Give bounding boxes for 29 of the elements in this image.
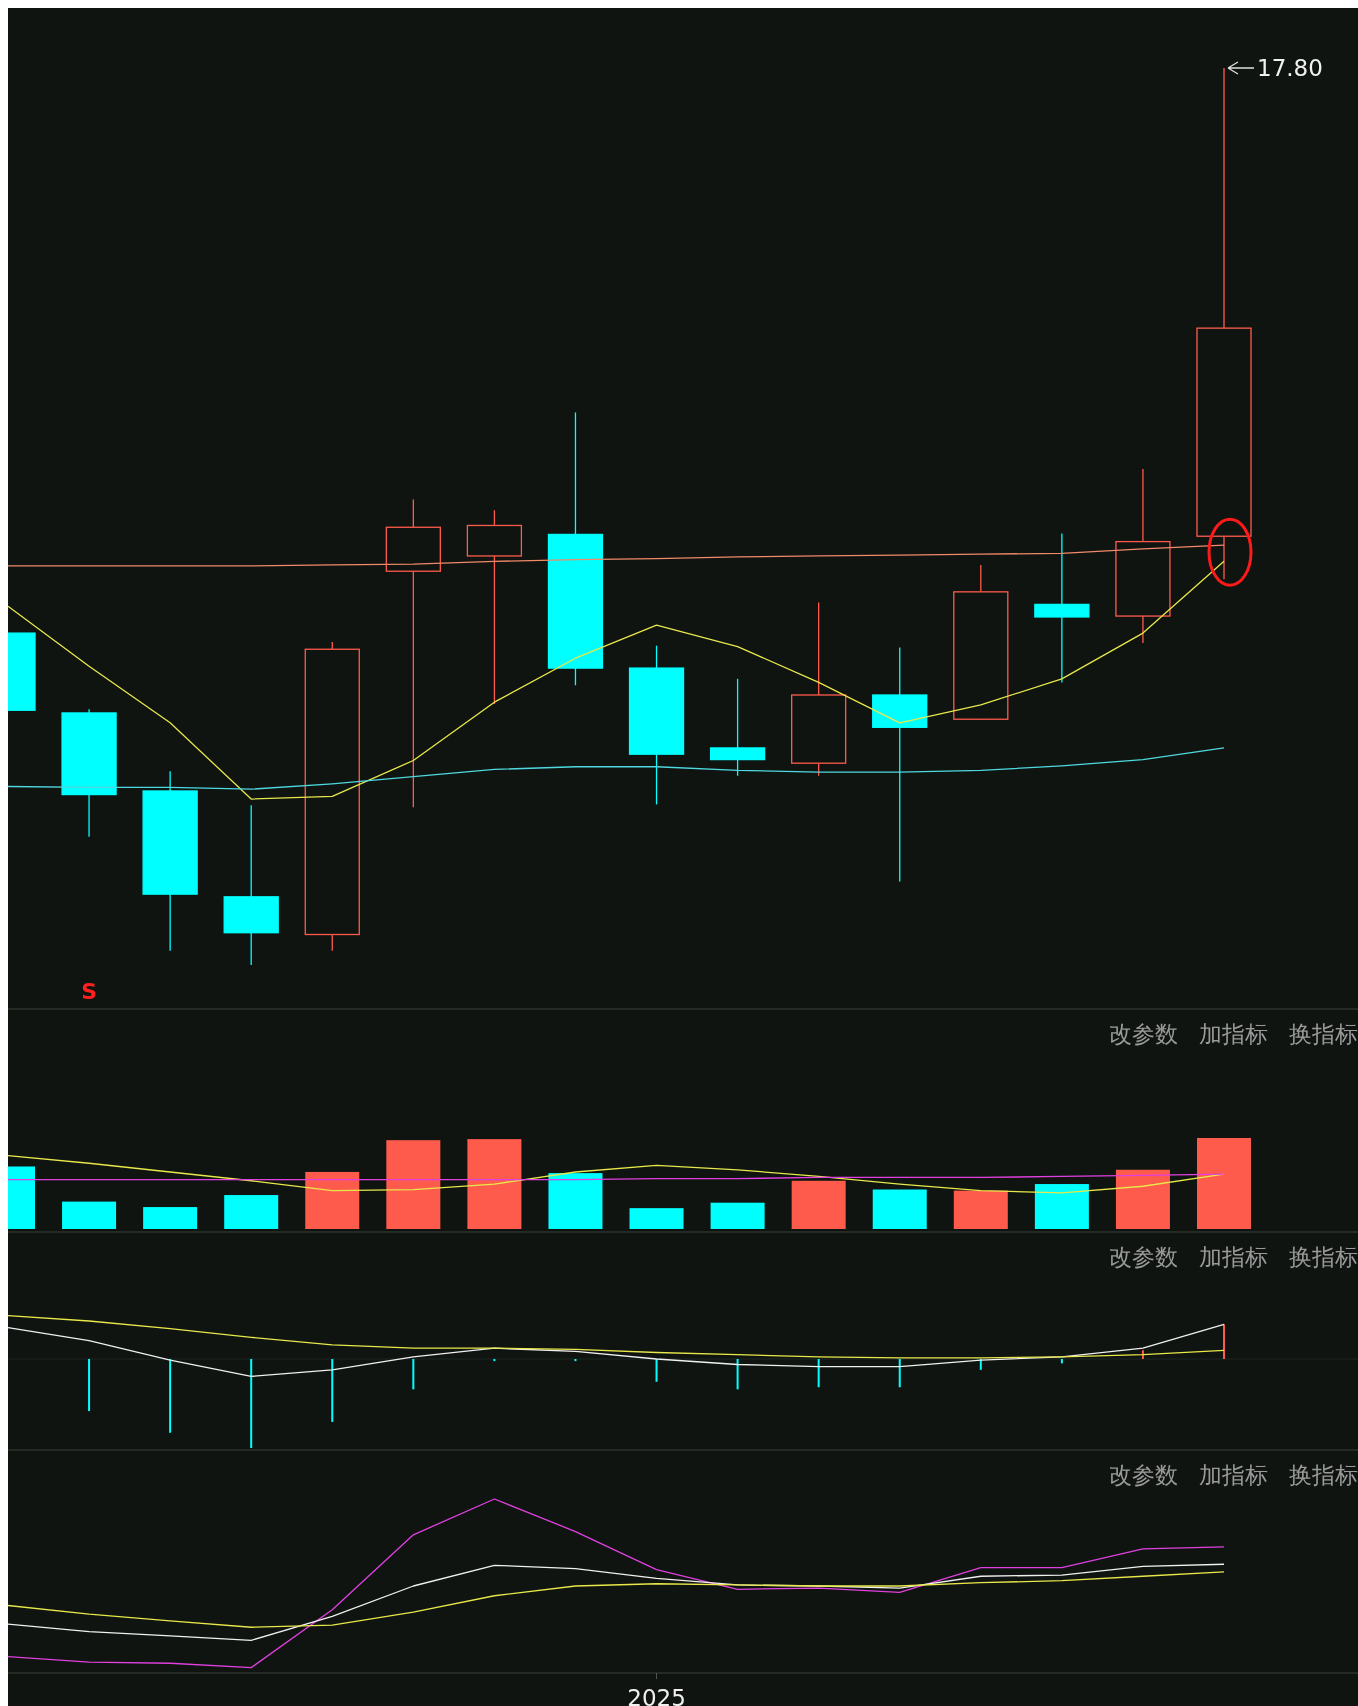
text: 加指标 <box>1199 1021 1268 1047</box>
bar <box>143 1207 198 1229</box>
text: S <box>81 979 97 1004</box>
bar <box>62 1201 117 1229</box>
text: 换指标 <box>1289 1021 1358 1047</box>
text: 改参数 <box>1109 1462 1178 1488</box>
bar <box>791 1180 846 1229</box>
text: 加指标 <box>1199 1244 1268 1270</box>
bar <box>953 1190 1008 1229</box>
bar <box>224 1195 279 1229</box>
bar <box>1034 1184 1089 1229</box>
candlestick <box>709 678 766 777</box>
text: 换指标 <box>1289 1462 1358 1488</box>
candlestick <box>1034 532 1090 684</box>
bar <box>710 1202 765 1229</box>
text: 加指标 <box>1199 1462 1268 1488</box>
text: 改参数 <box>1109 1244 1178 1270</box>
annotation: 17.80 <box>1257 55 1323 81</box>
bar <box>305 1171 360 1229</box>
bar <box>386 1140 441 1229</box>
bar <box>872 1189 927 1229</box>
bar <box>548 1173 603 1229</box>
text: 改参数 <box>1109 1021 1178 1047</box>
text: 2025 <box>627 1685 686 1706</box>
text: 换指标 <box>1289 1244 1358 1270</box>
bar <box>629 1208 684 1229</box>
bar <box>467 1139 522 1229</box>
bar <box>1115 1169 1170 1229</box>
bar <box>1197 1138 1251 1229</box>
